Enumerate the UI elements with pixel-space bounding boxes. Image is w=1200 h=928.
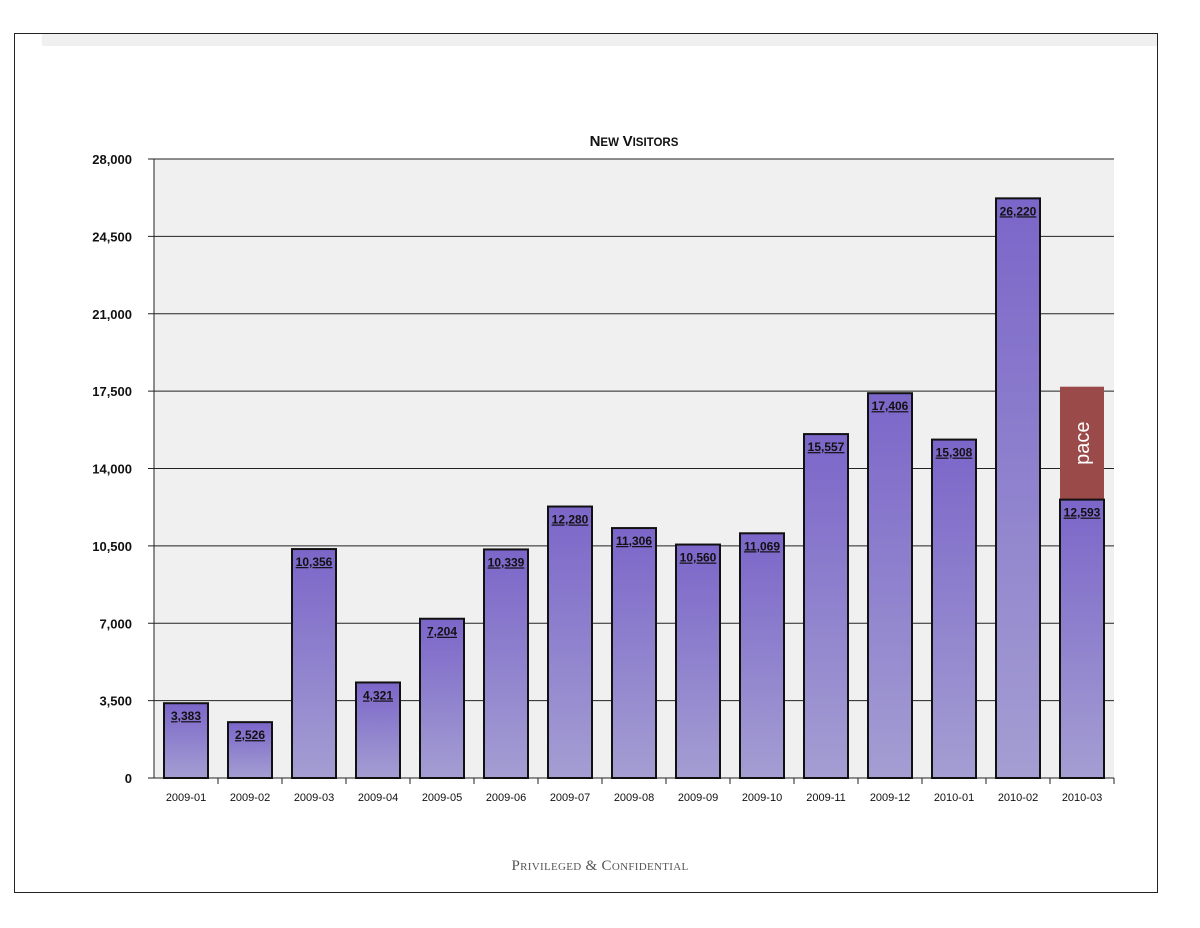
x-tick-label: 2009-09 — [678, 792, 718, 804]
bar — [291, 548, 337, 779]
data-label: 11,069 — [744, 539, 780, 553]
data-label: 3,383 — [171, 709, 201, 723]
data-label: 2,526 — [235, 728, 265, 742]
x-tick-label: 2009-12 — [870, 792, 910, 804]
data-label: 10,356 — [296, 555, 333, 569]
bar — [803, 433, 849, 779]
y-tick-label: 0 — [125, 771, 132, 786]
pace-bar — [1060, 386, 1104, 500]
x-tick-label: 2009-08 — [614, 792, 654, 804]
data-label: 4,321 — [363, 688, 393, 702]
y-tick-label: 14,000 — [92, 462, 132, 477]
data-label: 15,308 — [936, 446, 973, 460]
pace-label: pace — [1072, 421, 1094, 464]
bar — [547, 505, 593, 779]
data-label: 12,593 — [1064, 506, 1101, 520]
data-label: 11,306 — [616, 534, 652, 548]
data-label: 12,280 — [552, 513, 589, 527]
x-tick-label: 2009-07 — [550, 792, 590, 804]
y-tick-label: 17,500 — [92, 384, 132, 399]
header-band — [42, 34, 1157, 46]
bar — [163, 702, 209, 780]
x-tick-label: 2010-03 — [1062, 792, 1102, 804]
bar — [675, 543, 721, 780]
data-label: 15,557 — [808, 440, 845, 454]
bar — [739, 532, 785, 779]
data-label: 10,560 — [680, 551, 717, 565]
x-tick-label: 2010-01 — [934, 792, 974, 804]
x-tick-label: 2009-05 — [422, 792, 462, 804]
bar — [1059, 498, 1105, 779]
bar — [611, 527, 657, 779]
bar — [995, 197, 1041, 779]
y-tick-label: 10,500 — [92, 539, 132, 554]
x-tick-label: 2009-02 — [230, 792, 270, 804]
bar — [483, 548, 529, 780]
chart-title: NEW VISITORS — [590, 133, 679, 150]
x-tick-label: 2010-02 — [998, 792, 1038, 804]
x-tick-label: 2009-11 — [806, 792, 846, 804]
bar — [355, 681, 401, 779]
bar — [931, 438, 977, 779]
data-label: 7,204 — [427, 625, 457, 639]
y-tick-label: 3,500 — [99, 694, 132, 709]
footer-text: Privileged & Confidential — [511, 858, 689, 874]
data-label: 17,406 — [872, 399, 909, 413]
y-tick-label: 21,000 — [92, 307, 132, 322]
bar — [227, 721, 273, 779]
bar — [419, 617, 465, 779]
x-tick-label: 2009-04 — [358, 792, 398, 804]
x-tick-label: 2009-03 — [294, 792, 334, 804]
y-tick-label: 28,000 — [92, 152, 132, 167]
x-tick-label: 2009-06 — [486, 792, 526, 804]
x-tick-label: 2009-10 — [742, 792, 782, 804]
data-label: 26,220 — [1000, 204, 1037, 218]
y-tick-label: 24,500 — [92, 229, 132, 244]
x-tick-label: 2009-01 — [166, 792, 206, 804]
y-tick-label: 7,000 — [99, 616, 132, 631]
data-label: 10,339 — [488, 555, 525, 569]
bar — [867, 392, 913, 779]
